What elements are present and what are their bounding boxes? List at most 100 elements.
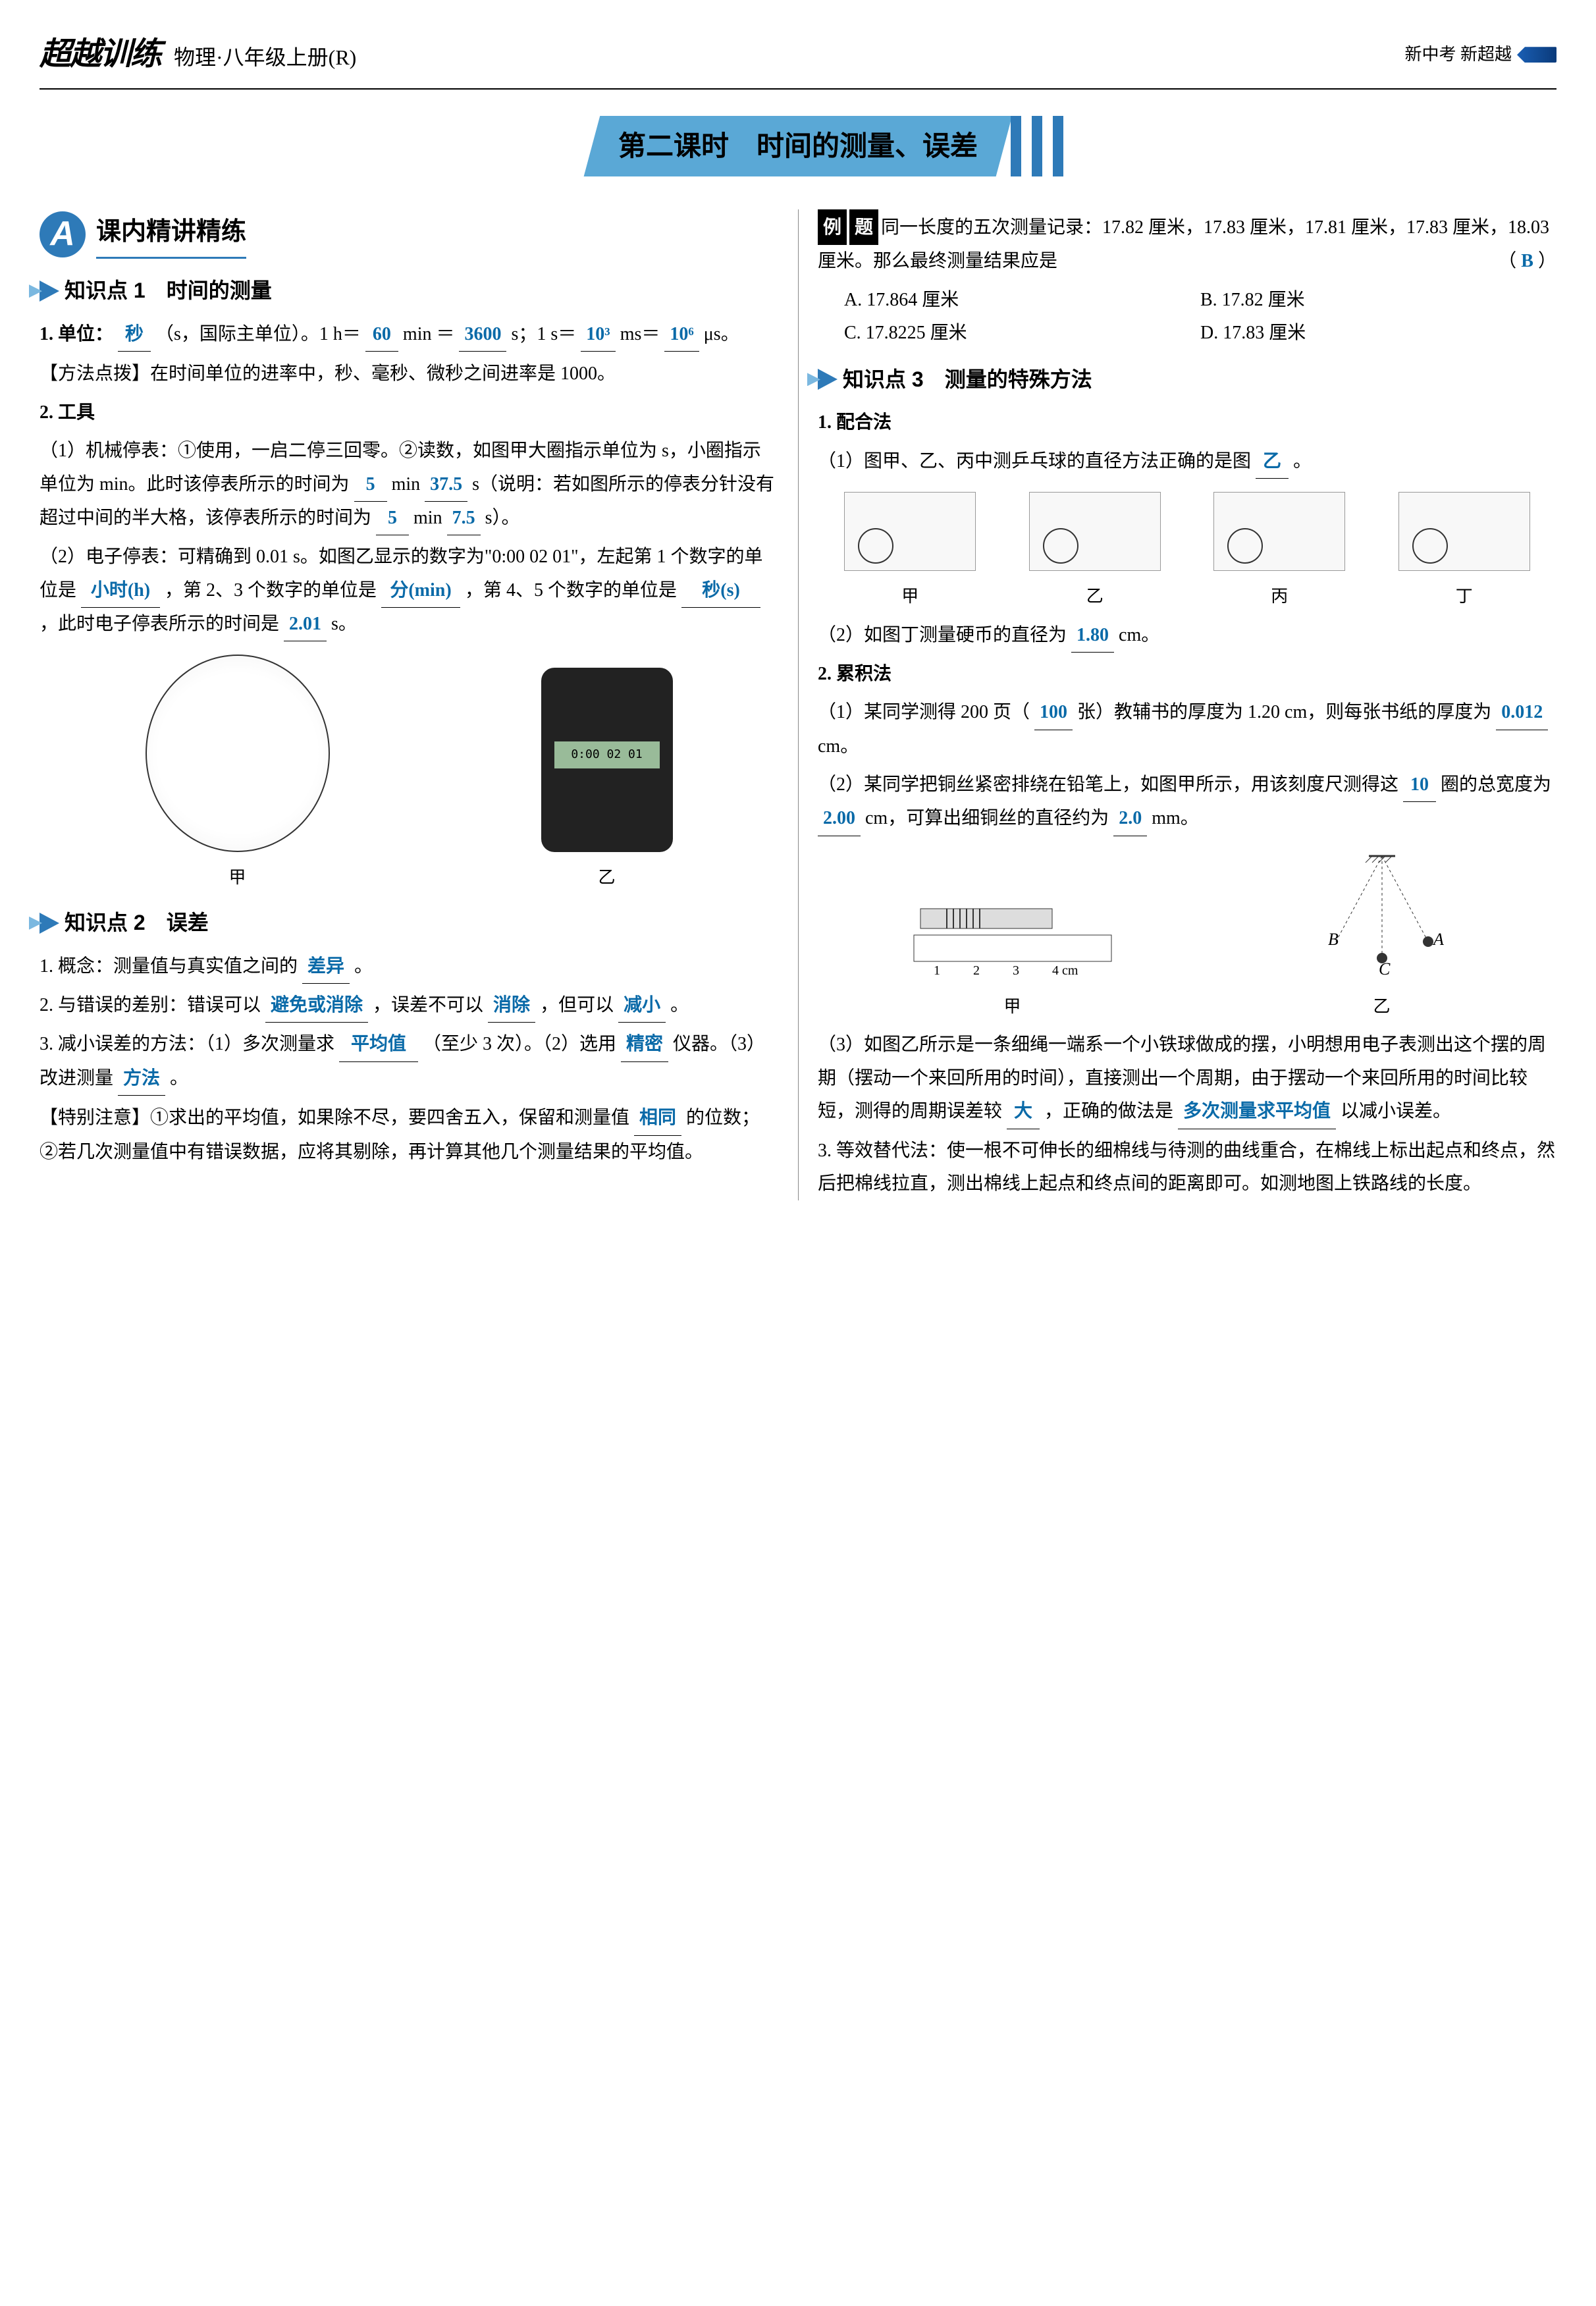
section-badge-a: A (40, 211, 86, 257)
arrow-decor-icon (1517, 47, 1556, 63)
kp3-q1-2a: （2）如图丁测量硬币的直径为 (818, 625, 1067, 645)
svg-text:4 cm: 4 cm (1052, 963, 1078, 978)
kp3-q2-2c: cm，可算出细铜丝的直径约为 (865, 808, 1109, 828)
kp3-q2-2a: （2）某同学把铜丝紧密排绕在铅笔上，如图甲所示，用该刻度尺测得这 (818, 774, 1398, 795)
opt-d: D. 17.83 厘米 (1200, 317, 1556, 350)
blank-201: 2.01 (284, 608, 327, 641)
blank-5min: 5 (354, 468, 387, 502)
blank-0012: 0.012 (1496, 696, 1548, 730)
blank-unit: 秒 (118, 318, 151, 352)
method-note-1: 【方法点拨】在时间单位的进率中，秒、毫秒、微秒之间进率是 1000。 (40, 357, 778, 390)
svg-text:1: 1 (934, 963, 940, 978)
kp3-q2-2b: 圈的总宽度为 (1441, 774, 1551, 795)
blank-106: 10⁶ (664, 318, 699, 352)
blank-bimian: 避免或消除 (265, 989, 368, 1023)
blank-3600: 3600 (459, 318, 506, 352)
kp2-title: 知识点 2 误差 (65, 904, 209, 942)
blank-sec: 秒(s) (681, 574, 760, 608)
kp3-q2: 2. 累积法 (818, 658, 1556, 691)
lesson-title: 第二课时 时间的测量、误差 (584, 116, 1013, 176)
paren-r: ） (1538, 251, 1556, 271)
q2-2c: ，第 4、5 个数字的单位是 (465, 580, 677, 601)
kp3-q2-3c: 以减小误差。 (1341, 1101, 1451, 1121)
kp1-q1: 1. 单位： 秒 （s，国际主单位）。1 h＝ 60 min ＝ 3600 s；… (40, 318, 778, 352)
blank-pingjun: 平均值 (339, 1028, 418, 1061)
kp2-q3: 3. 减小误差的方法：（1）多次测量求 平均值 （至少 3 次）。（2）选用 精… (40, 1028, 778, 1096)
kp3-q3: 3. 等效替代法：使一根不可伸长的细棉线与待测的曲线重合，在棉线上标出起点和终点… (818, 1135, 1556, 1201)
fig-ruler-ding: 丁 (1398, 492, 1530, 612)
example-question: 例题同一长度的五次测量记录：17.82 厘米，17.83 厘米，17.81 厘米… (818, 209, 1556, 279)
blank-180: 1.80 (1071, 619, 1114, 653)
kp2-q3d: 。 (170, 1068, 188, 1088)
arrow-icon (818, 369, 838, 390)
kp3-title: 知识点 3 测量的特殊方法 (843, 361, 1092, 399)
kp2-q2d: 。 (670, 995, 689, 1015)
kp3-q2-3b: ，正确的做法是 (1044, 1101, 1173, 1121)
fig-ruler-yi: 乙 (1029, 492, 1161, 612)
page-header: 超越训练 物理·八年级上册(R) 新中考 新超越 (40, 26, 1556, 90)
coil-pendulum-figures: 12 34 cm 甲 B A C 乙 (818, 849, 1556, 1023)
unit-min: min (392, 474, 425, 495)
blank-xiaochu: 消除 (488, 989, 535, 1023)
kp3-q1-1b: 。 (1293, 451, 1312, 471)
kp2-q3b: （至少 3 次）。（2）选用 (423, 1034, 616, 1054)
ruler-icon (1398, 492, 1530, 571)
kp3-q1-2: （2）如图丁测量硬币的直径为 1.80 cm。 (818, 619, 1556, 653)
kp3-q2-2: （2）某同学把铜丝紧密排绕在铅笔上，如图甲所示，用该刻度尺测得这 10 圈的总宽… (818, 768, 1556, 836)
caption-jia2: 甲 (844, 581, 976, 612)
kp3-q1-1a: （1）图甲、乙、丙中测乒乓球的直径方法正确的是图 (818, 451, 1251, 471)
kp2-q1b: 。 (354, 956, 373, 977)
kp1-heading: 知识点 1 时间的测量 (40, 272, 778, 310)
note-label: 【特别注意】 (40, 1107, 150, 1127)
blank-200: 2.00 (818, 802, 861, 836)
fig-coil: 12 34 cm 甲 (907, 889, 1118, 1023)
blank-da: 大 (1007, 1095, 1040, 1129)
q2-2b: ，第 2、3 个数字的单位是 (165, 580, 377, 601)
kp2-q2b: ，误差不可以 (373, 995, 483, 1015)
kp3-q1-1: （1）图甲、乙、丙中测乒乓球的直径方法正确的是图 乙 。 (818, 445, 1556, 479)
blank-fangfa: 方法 (118, 1062, 165, 1096)
example-options: A. 17.864 厘米 B. 17.82 厘米 C. 17.8225 厘米 D… (818, 284, 1556, 350)
blank-20mm: 2.0 (1113, 802, 1147, 836)
fig-stopwatch-jia: 甲 (146, 655, 330, 894)
opt-c: C. 17.8225 厘米 (844, 317, 1200, 350)
tagline: 新中考 新超越 (1404, 40, 1512, 70)
note-a: ①求出的平均值，如果除不尽，要四舍五入，保留和测量值 (150, 1108, 629, 1128)
kp3-q2-1a: （1）某同学测得 200 页（ (818, 702, 1030, 722)
blank-yi: 乙 (1256, 445, 1289, 479)
blank-jianxiao: 减小 (618, 989, 666, 1023)
blank-60: 60 (365, 318, 398, 352)
q1-text: （s，国际主单位）。1 h＝ (155, 324, 361, 344)
stripe-decor-icon (1011, 116, 1063, 176)
ruler-figures: 甲 乙 丙 丁 (818, 492, 1556, 612)
ruler-icon (844, 492, 976, 571)
example-badge2: 题 (849, 209, 878, 245)
kp3-q1: 1. 配合法 (818, 406, 1556, 439)
section-a-header: A 课内精讲精练 (40, 209, 778, 259)
answer-paren: （ B ） (1498, 245, 1556, 278)
kp2-q2c: ，但可以 (540, 995, 614, 1015)
blank-jingmi: 精密 (621, 1028, 668, 1061)
fig-stopwatch-yi: 乙 (541, 668, 673, 894)
kp3-q2-1c: cm。 (818, 736, 859, 757)
book-series-title: 超越训练 (40, 26, 161, 83)
example-badge: 例 (818, 209, 847, 245)
kp1-q2-2: （2）电子停表：可精确到 0.01 s。如图乙显示的数字为"0:00 02 01… (40, 541, 778, 641)
stopwatch-icon (146, 655, 330, 852)
arrow-icon (40, 281, 59, 302)
blank-duoci: 多次测量求平均值 (1178, 1095, 1336, 1129)
ruler-icon (1213, 492, 1345, 571)
opt-a: A. 17.864 厘米 (844, 284, 1200, 317)
book-subtitle: 物理·八年级上册(R) (174, 39, 356, 77)
caption-jia3: 甲 (907, 992, 1118, 1023)
kp3-q2-2d: mm。 (1152, 808, 1199, 828)
q2-1c: s）。 (485, 508, 520, 528)
blank-hour: 小时(h) (81, 574, 160, 608)
kp2-q2a: 2. 与错误的差别：错误可以 (40, 995, 261, 1015)
q1-text4: ms＝ (620, 324, 660, 344)
example-text: 同一长度的五次测量记录：17.82 厘米，17.83 厘米，17.81 厘米，1… (818, 217, 1549, 271)
caption-jia: 甲 (146, 863, 330, 894)
kp3-q2-3: （3）如图乙所示是一条细绳一端系一个小铁球做成的摆，小明想用电子表测出这个摆的周… (818, 1029, 1556, 1129)
svg-text:B: B (1328, 930, 1339, 949)
fig-ruler-jia: 甲 (844, 492, 976, 612)
